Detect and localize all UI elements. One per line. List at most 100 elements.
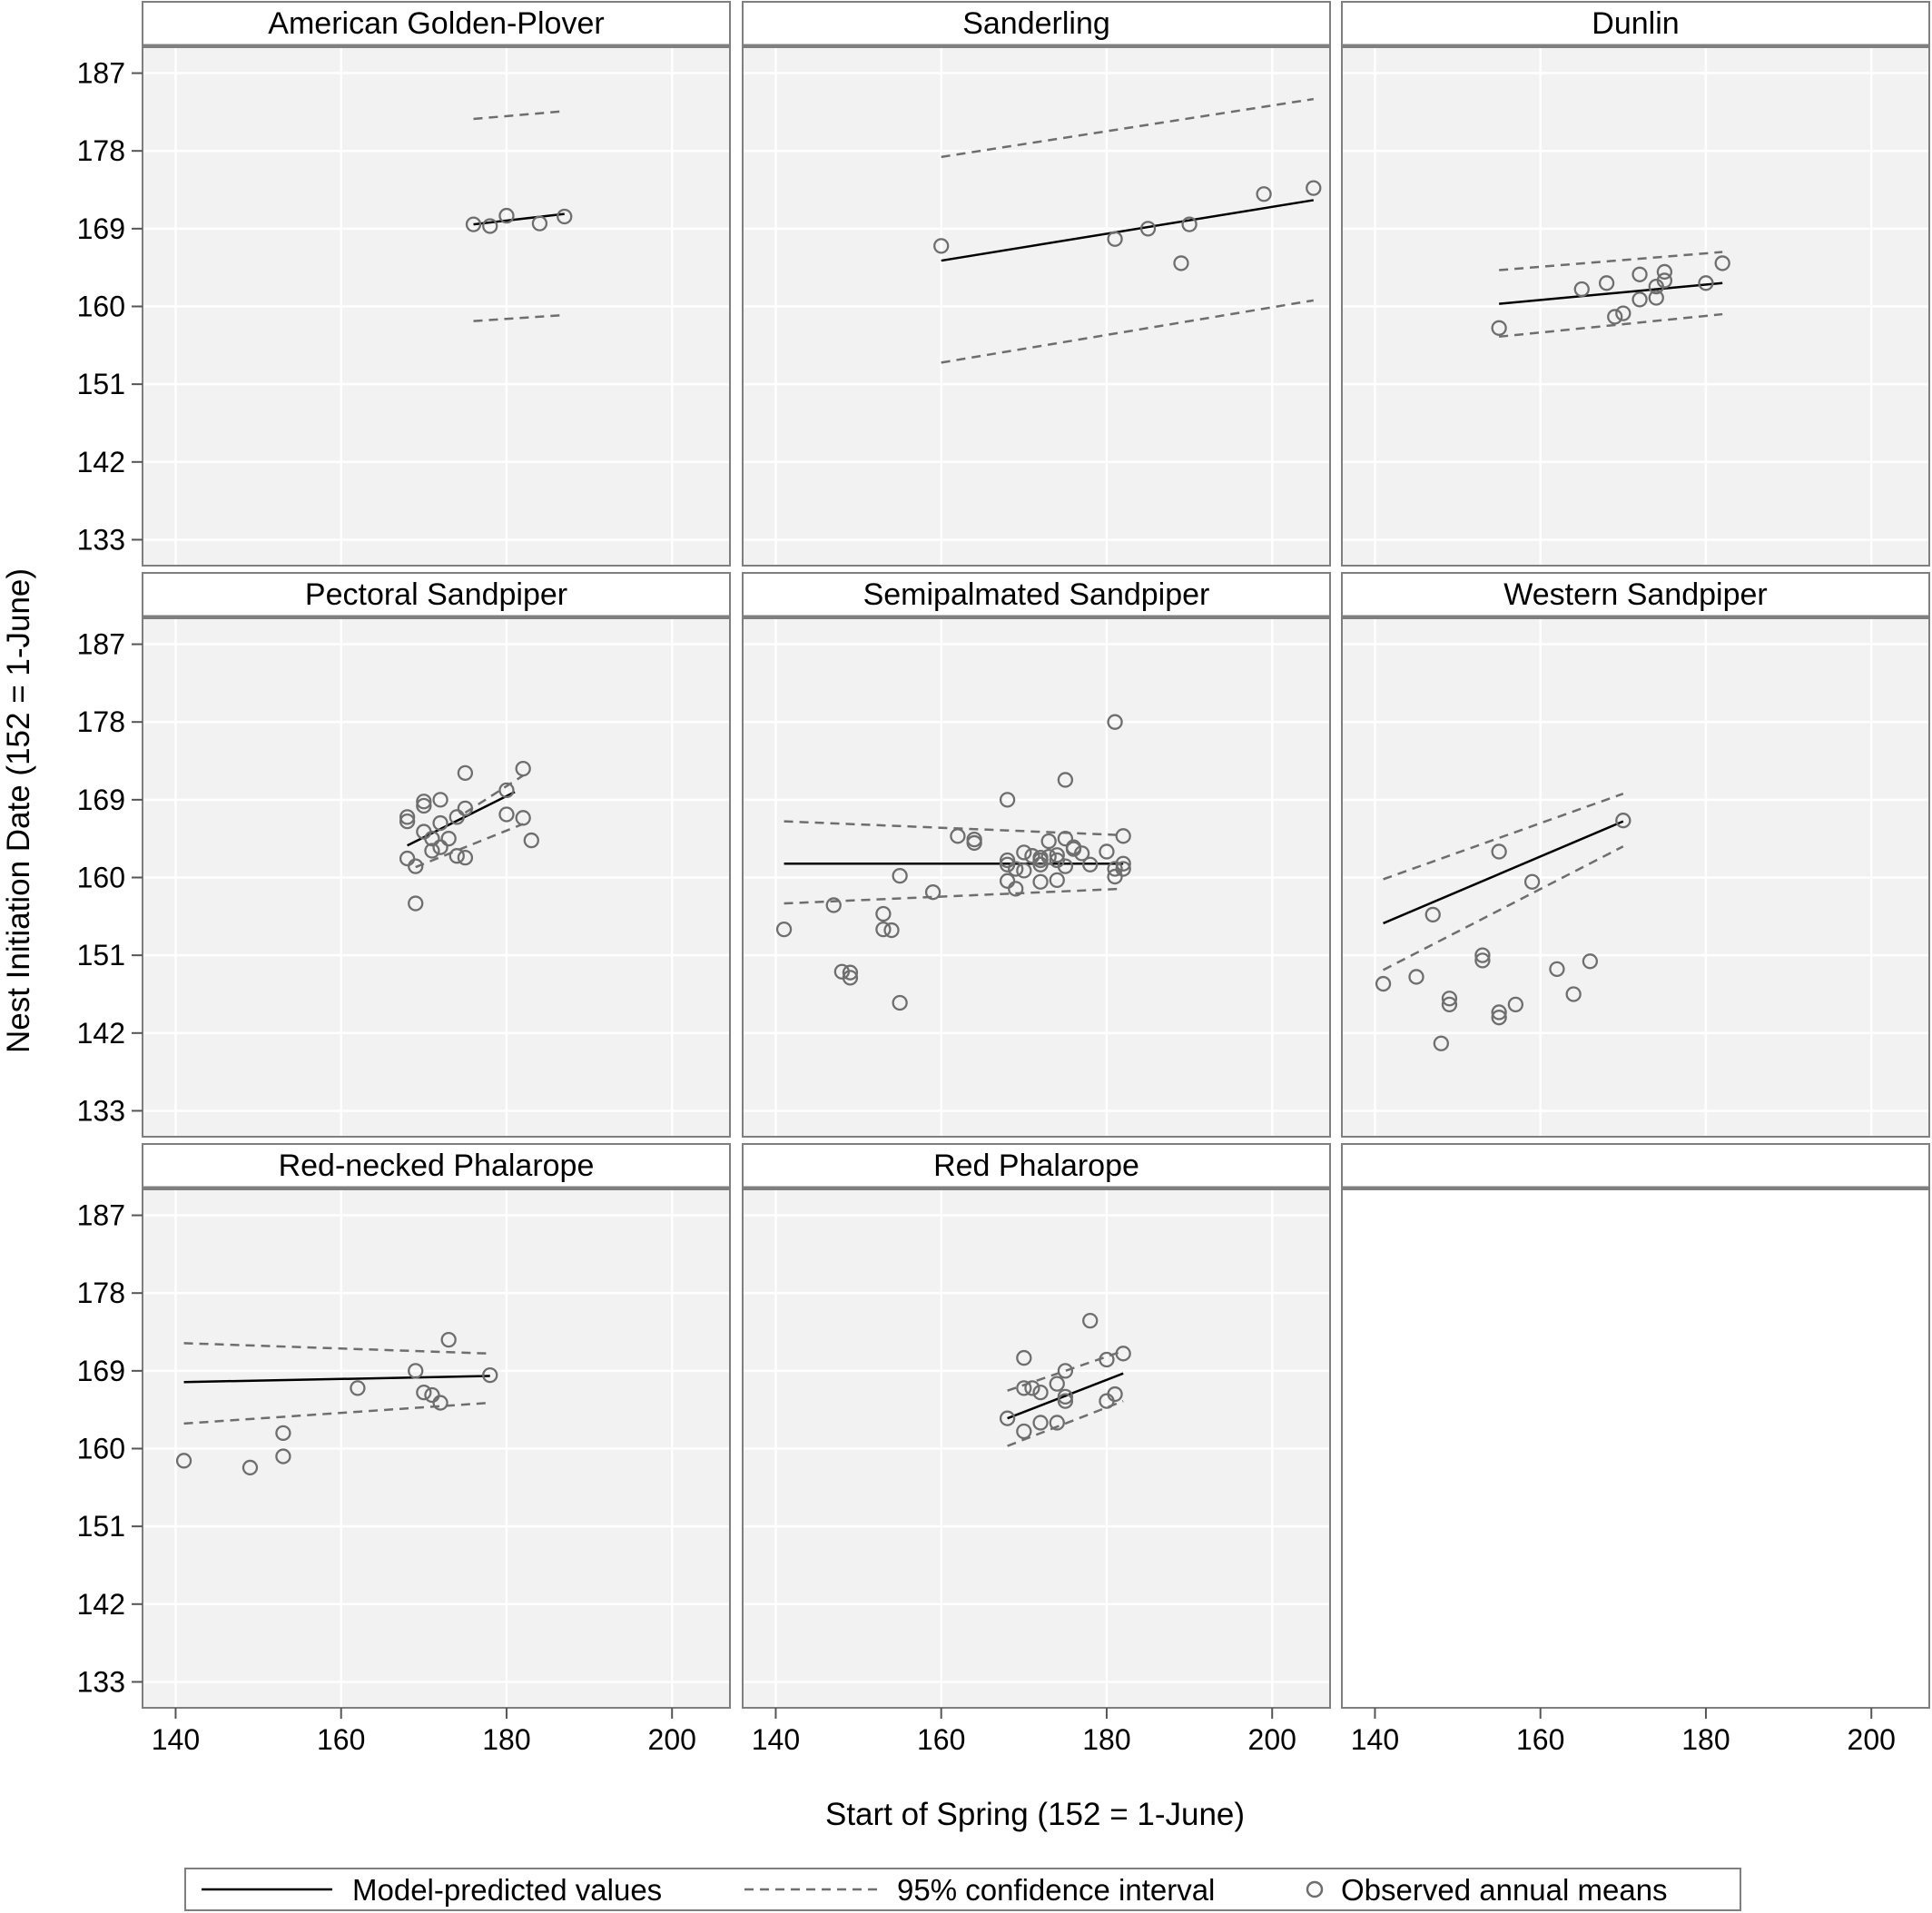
panel-title: Sanderling (962, 6, 1110, 41)
data-point (440, 1331, 457, 1348)
x-tick-label: 180 (482, 1723, 530, 1756)
y-tick-label: 133 (77, 1094, 125, 1127)
legend: Model-predicted values 95% confidence in… (184, 1868, 1741, 1911)
data-point (1057, 1388, 1074, 1405)
data-point (1057, 772, 1074, 788)
legend-ci-label: 95% confidence interval (897, 1873, 1215, 1907)
facet-panel: Pectoral Sandpiper 133 142 151 160 169 178 187 (77, 572, 731, 1138)
data-point (416, 1384, 432, 1401)
data-point (416, 794, 432, 810)
y-tick-label: 187 (77, 1199, 125, 1232)
ci-upper-line (1499, 251, 1723, 271)
data-point (1115, 855, 1131, 872)
x-tick-label: 200 (648, 1723, 696, 1756)
ci-lower-line (415, 823, 524, 869)
data-point (1049, 1415, 1065, 1431)
data-point (1107, 861, 1123, 877)
data-point (966, 834, 982, 852)
data-point (1565, 986, 1582, 1002)
data-point (1016, 844, 1032, 861)
data-point (1631, 266, 1648, 282)
data-point (1099, 1351, 1115, 1368)
facet-panel: Red Phalarope 140 160 180 200 (742, 1143, 1331, 1756)
data-point (1024, 1380, 1040, 1396)
panel-title: Red-necked Phalarope (279, 1149, 595, 1183)
data-point (842, 964, 859, 981)
y-tick-label: 187 (77, 57, 125, 90)
data-point (1115, 861, 1131, 877)
panel-header (742, 1, 1331, 46)
panel-title: Dunlin (1592, 6, 1679, 41)
facet-panel: Sanderling (742, 1, 1331, 567)
data-point (557, 208, 573, 225)
x-tick-label: 160 (917, 1723, 965, 1756)
data-point (275, 1448, 291, 1464)
data-point (1107, 868, 1123, 885)
data-point (1115, 828, 1131, 844)
data-point (275, 1425, 291, 1442)
facet-panel: Dunlin (1341, 1, 1930, 567)
data-point (1008, 861, 1024, 877)
y-tick-label: 178 (77, 705, 125, 738)
data-point (1698, 275, 1714, 291)
data-point (1507, 996, 1524, 1013)
data-point (1082, 1313, 1099, 1329)
data-point (1441, 996, 1458, 1013)
panel-title: Semipalmated Sandpiper (863, 577, 1210, 612)
data-point (399, 850, 416, 867)
panel-header (1341, 1143, 1930, 1188)
data-point (950, 828, 966, 844)
data-point (457, 849, 474, 866)
data-point (1523, 873, 1541, 890)
data-point (432, 814, 448, 832)
data-point (465, 216, 482, 232)
y-tick-label: 160 (77, 291, 125, 323)
data-point (775, 921, 793, 938)
panel-header (742, 572, 1331, 617)
data-point (432, 839, 448, 855)
data-point (242, 1459, 259, 1476)
facet-panel: Red-necked Phalarope 133 142 151 160 169 178 18… (77, 1143, 731, 1756)
data-point (1032, 1415, 1049, 1431)
y-tick-label: 133 (77, 523, 125, 556)
legend-frame (184, 1868, 1741, 1911)
y-tick-label: 142 (77, 1017, 125, 1050)
data-point (1375, 975, 1392, 992)
x-tick-label: 140 (152, 1723, 200, 1756)
data-point (933, 238, 950, 254)
data-point (1648, 290, 1664, 306)
data-point (1714, 255, 1730, 271)
data-point (1256, 186, 1272, 202)
panel-title: Red Phalarope (933, 1149, 1139, 1183)
facet-panel: 140 160 180 200 (1341, 1143, 1930, 1756)
data-point (1107, 231, 1123, 247)
data-point (1057, 858, 1074, 874)
data-point (448, 848, 465, 864)
data-point (1032, 856, 1049, 873)
model-line (1499, 281, 1723, 305)
data-point (515, 760, 531, 777)
x-tick-label: 200 (1848, 1723, 1896, 1756)
data-point (1656, 272, 1673, 289)
data-point (175, 1453, 192, 1469)
panel-title: Western Sandpiper (1503, 577, 1767, 612)
data-point (424, 831, 440, 847)
data-point (531, 215, 548, 232)
model-line (183, 1375, 490, 1384)
facet-panel: Western Sandpiper (1341, 572, 1930, 1138)
x-tick-label: 180 (1681, 1723, 1730, 1756)
data-point (1057, 831, 1074, 847)
facet-panel: American Golden-Plover 133 142 151 160 169 178… (77, 1, 731, 567)
data-point (350, 1380, 366, 1396)
data-point (1049, 1376, 1065, 1392)
data-point (999, 856, 1016, 873)
data-point (1408, 969, 1424, 985)
facet-panel: Semipalmated Sandpiper (742, 572, 1331, 1138)
data-point (1016, 863, 1032, 879)
data-point (457, 800, 474, 817)
data-point (408, 1363, 424, 1379)
data-point (1491, 320, 1507, 336)
x-tick-label: 160 (1516, 1723, 1564, 1756)
y-tick-label: 151 (77, 1510, 125, 1543)
data-point (892, 867, 908, 884)
